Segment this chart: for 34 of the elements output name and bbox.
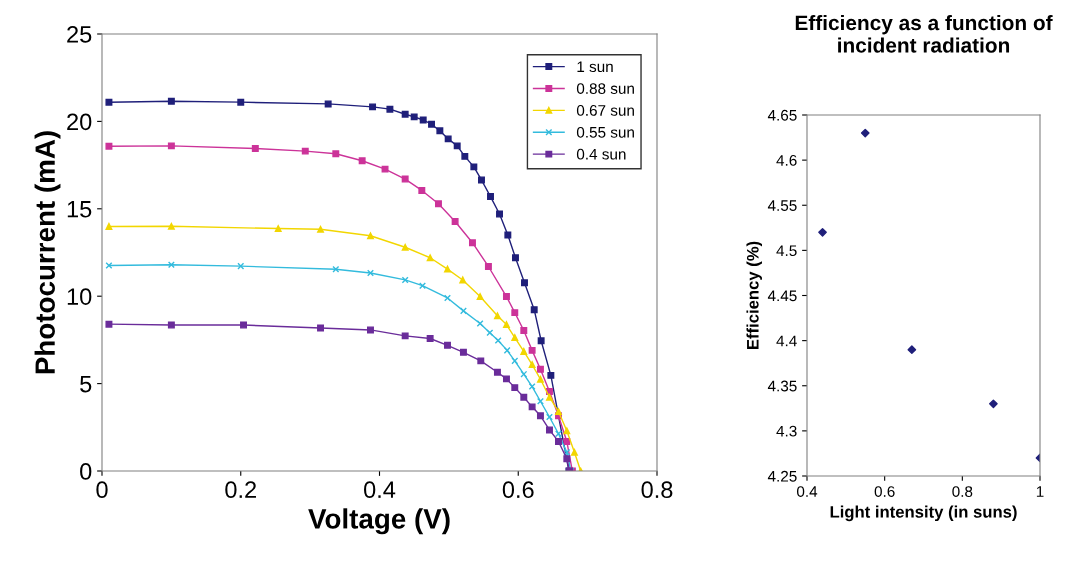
x-tick-label: 0 [96, 481, 108, 499]
y-axis-title: Photocurrent (mA) [34, 131, 61, 374]
y-tick-label: 0 [80, 463, 92, 480]
y-tick-label: 4.35 [767, 380, 797, 392]
y-tick-label: 4.45 [767, 290, 797, 302]
x-tick-label: 0.8 [641, 481, 673, 499]
y-tick-label: 5 [80, 375, 92, 393]
x-tick-label: 0.6 [874, 486, 895, 497]
x-tick-label: 0.2 [225, 481, 256, 499]
chart-title: Efficiency as a function of incident radiation [795, 14, 1053, 53]
x-tick-label: 1 [1036, 486, 1044, 497]
y-tick-label: 4.65 [767, 109, 797, 121]
legend-label: 1 sun [577, 61, 613, 73]
legend-label: 0.4 sun [576, 148, 626, 160]
y-tick-label: 4.25 [767, 470, 797, 482]
legend-label: 0.55 sun [576, 126, 634, 138]
y-tick-label: 4.4 [776, 335, 797, 347]
x-axis-title: Voltage (V) [308, 508, 450, 535]
x-axis-title: Light intensity (in suns) [830, 505, 1017, 522]
y-tick-label: 15 [67, 201, 92, 218]
y-tick-label: 4.55 [767, 200, 797, 211]
legend-label: 0.88 sun [576, 83, 634, 94]
y-tick-label: 4.6 [776, 154, 797, 166]
y-tick-label: 20 [67, 113, 92, 131]
y-tick-label: 25 [67, 26, 92, 43]
y-axis-title: Efficiency (%) [746, 241, 762, 350]
x-tick-label: 0.6 [502, 481, 534, 499]
x-tick-label: 0.4 [364, 481, 396, 499]
y-tick-label: 4.3 [776, 425, 797, 437]
legend-label: 0.67 sun [576, 105, 634, 116]
x-tick-label: 0.4 [796, 486, 818, 497]
x-tick-label: 0.8 [952, 486, 973, 497]
y-tick-label: 10 [67, 288, 92, 305]
y-tick-label: 4.5 [776, 245, 797, 257]
